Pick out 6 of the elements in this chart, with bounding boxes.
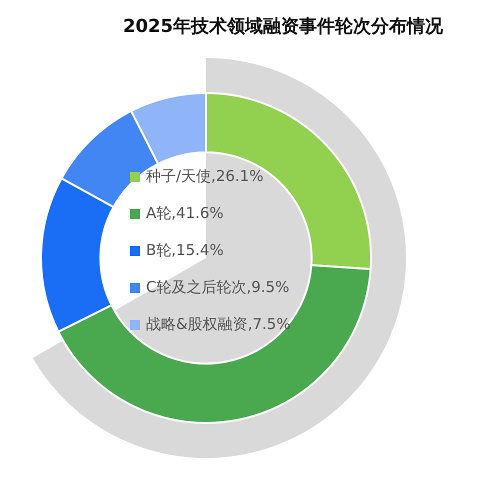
legend-label: C轮及之后轮次,9.5% — [146, 278, 290, 297]
legend-label: 战略&股权融资,7.5% — [146, 315, 291, 334]
chart-title: 2025年技术领域融资事件轮次分布情况 — [122, 15, 444, 38]
legend-label: B轮,15.4% — [146, 241, 224, 260]
legend-label: 种子/天使,26.1% — [146, 167, 264, 186]
legend-label: A轮,41.6% — [146, 204, 224, 223]
